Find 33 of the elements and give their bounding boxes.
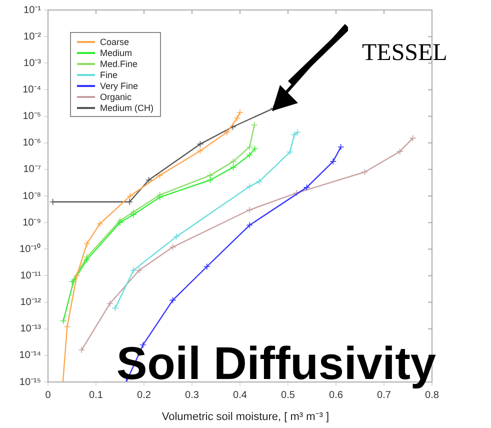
y-tick-label: 10⁻⁵ — [22, 111, 41, 122]
x-tick-label: 0.3 — [185, 390, 200, 401]
legend-label: Medium — [100, 48, 132, 58]
legend-label: Organic — [100, 92, 132, 102]
y-tick-label: 10⁻⁸ — [22, 190, 41, 202]
x-tick-label: 0.7 — [377, 390, 392, 401]
legend-label: Coarse — [100, 36, 130, 46]
annotation: TESSEL — [362, 40, 448, 67]
y-tick-label: 10⁻¹² — [20, 297, 42, 308]
x-tick-label: 0.6 — [329, 390, 344, 401]
y-tick-label: 10⁻⁴ — [22, 84, 41, 96]
x-axis-title: Volumetric soil moisture, [ m³ m⁻³ ] — [160, 410, 330, 423]
legend-label: Medium (CH) — [100, 102, 154, 112]
x-tick-label: 0.2 — [137, 390, 152, 401]
legend-label: Med.Fine — [100, 58, 138, 68]
y-tick-label: 10⁻¹¹ — [20, 270, 42, 282]
y-tick-label: 10⁻¹⁴ — [19, 350, 41, 362]
y-tick-label: 10⁻⁶ — [22, 138, 41, 149]
legend-label: Very Fine — [100, 80, 138, 90]
x-tick-label: 0.1 — [89, 390, 104, 401]
x-tick-label: 0.4 — [233, 390, 248, 401]
y-tick-label: 10⁻² — [24, 31, 42, 42]
x-tick-label: 0 — [45, 390, 52, 401]
x-tick-label: 0.5 — [281, 390, 296, 401]
x-tick-label: 0.8 — [425, 390, 440, 401]
y-tick-label: 10⁻¹ — [24, 4, 42, 16]
y-tick-label: 10⁻¹⁰ — [20, 242, 41, 255]
y-tick-label: 10⁻⁷ — [23, 164, 42, 176]
y-tick-label: 10⁻¹³ — [20, 324, 42, 335]
y-tick-label: 10⁻³ — [24, 58, 42, 69]
y-tick-label: 10⁻⁹ — [22, 217, 41, 228]
legend-label: Fine — [100, 70, 118, 80]
y-tick-label: 10⁻¹⁵ — [19, 376, 41, 388]
